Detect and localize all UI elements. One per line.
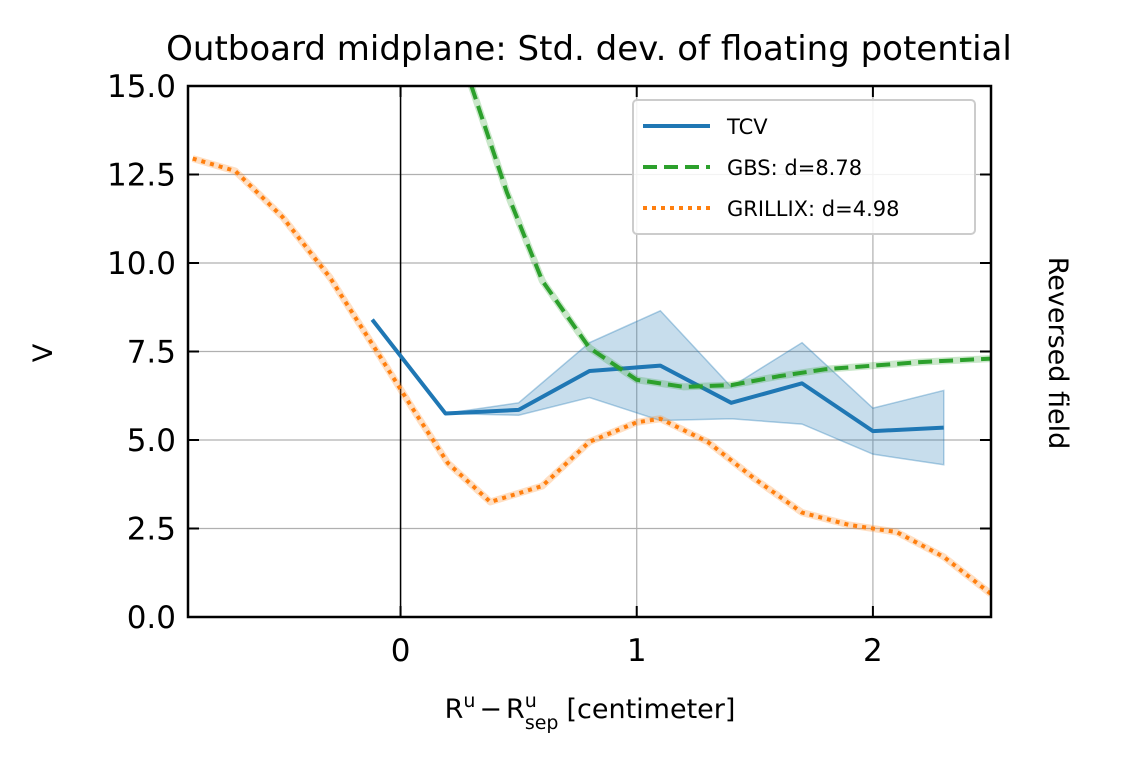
chart-title: Outboard midplane: Std. dev. of floating…: [166, 29, 1012, 69]
legend-box: [632, 99, 976, 235]
y-tick-label: 0.0: [127, 600, 176, 636]
y-tick-label: 5.0: [127, 423, 176, 459]
legend-label-0: TCV: [726, 115, 768, 139]
y-tick-label: 10.0: [107, 246, 176, 282]
plot-area: [191, 86, 991, 597]
x-tick-label: 2: [863, 633, 883, 669]
x-label-base: R: [445, 694, 464, 725]
x-axis-label: Ru − Ru sep [centimeter]: [445, 690, 736, 734]
legend-label-1: GBS: d=8.78: [727, 156, 862, 180]
x-label-base2: R: [506, 694, 525, 725]
y-tick-label: 2.5: [127, 512, 176, 548]
y-tick-label: 12.5: [107, 158, 176, 194]
series-line-0: [370, 318, 944, 434]
series-band-0: [371, 309, 945, 466]
legend: TCV GBS: d=8.78 GRILLIX: d=4.98: [632, 99, 976, 235]
axis-ticks: 0 1 2 0.0 2.5 5.0 7.5 10.0 12.5 15.0: [107, 69, 991, 669]
x-tick-label: 0: [391, 633, 411, 669]
x-label-sub2: sep: [525, 712, 559, 734]
x-label-sup2: u: [525, 690, 537, 712]
side-label: Reversed field: [1042, 257, 1073, 450]
series-halo-2: [191, 155, 991, 597]
legend-label-2: GRILLIX: d=4.98: [727, 197, 899, 221]
x-label-minus: −: [479, 694, 502, 725]
y-axis-label: V: [28, 343, 59, 362]
y-tick-label: 15.0: [107, 69, 176, 105]
x-label-sup: u: [463, 690, 475, 712]
x-label-unit: [centimeter]: [566, 694, 735, 725]
y-tick-label: 7.5: [127, 335, 176, 371]
x-tick-label: 1: [627, 633, 647, 669]
series-line-1: [469, 86, 991, 389]
